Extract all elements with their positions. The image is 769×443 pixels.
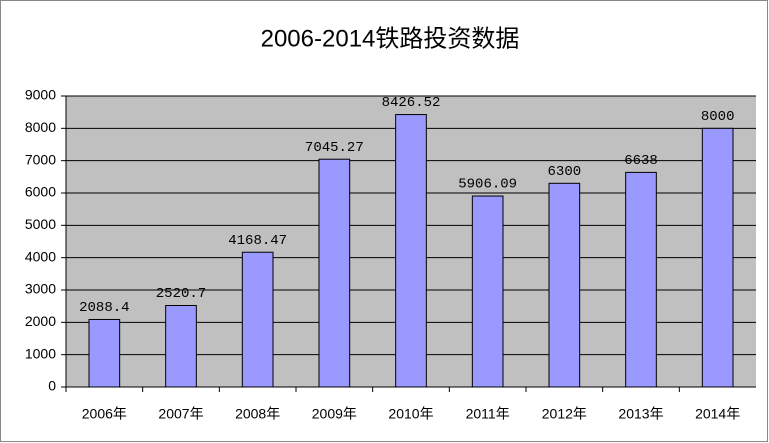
bar — [625, 171, 657, 388]
bar — [471, 195, 504, 388]
x-tick-label: 2007年 — [158, 406, 203, 422]
y-tick-label: 8000 — [25, 119, 56, 135]
bar — [241, 251, 274, 388]
value-label: 4168.47 — [228, 233, 287, 249]
chart-title: 2006-2014铁路投资数据 — [261, 25, 520, 52]
y-tick-label: 2000 — [25, 313, 56, 329]
x-tick-label: 2006年 — [82, 406, 127, 422]
value-label: 2088.4 — [79, 300, 129, 316]
y-tick-label: 6000 — [25, 184, 56, 200]
y-tick-label: 7000 — [25, 151, 56, 167]
value-label: 8426.52 — [382, 95, 441, 111]
y-tick-label: 0 — [48, 378, 56, 394]
y-tick-label: 3000 — [25, 281, 56, 297]
x-tick-label: 2012年 — [542, 406, 587, 422]
bar — [548, 182, 581, 388]
value-label: 5906.09 — [458, 177, 517, 193]
bar — [701, 127, 734, 388]
y-tick-label: 5000 — [25, 216, 56, 232]
y-tick-label: 9000 — [25, 87, 56, 103]
bar — [318, 158, 351, 388]
value-label: 6638 — [624, 153, 658, 169]
y-tick-label: 1000 — [25, 345, 56, 361]
x-tick-label: 2010年 — [388, 406, 433, 422]
value-label: 7045.27 — [305, 140, 364, 156]
x-tick-label: 2009年 — [312, 406, 357, 422]
x-tick-label: 2011年 — [466, 406, 510, 422]
y-tick-label: 4000 — [25, 248, 56, 264]
value-label: 6300 — [548, 164, 582, 180]
bar — [88, 318, 121, 388]
value-label: 2520.7 — [156, 286, 206, 302]
x-tick-label: 2008年 — [235, 406, 280, 422]
x-tick-label: 2013年 — [618, 406, 663, 422]
value-label: 8000 — [701, 109, 735, 125]
x-tick-label: 2014年 — [695, 406, 740, 422]
bar — [165, 304, 197, 388]
bar — [395, 114, 427, 388]
